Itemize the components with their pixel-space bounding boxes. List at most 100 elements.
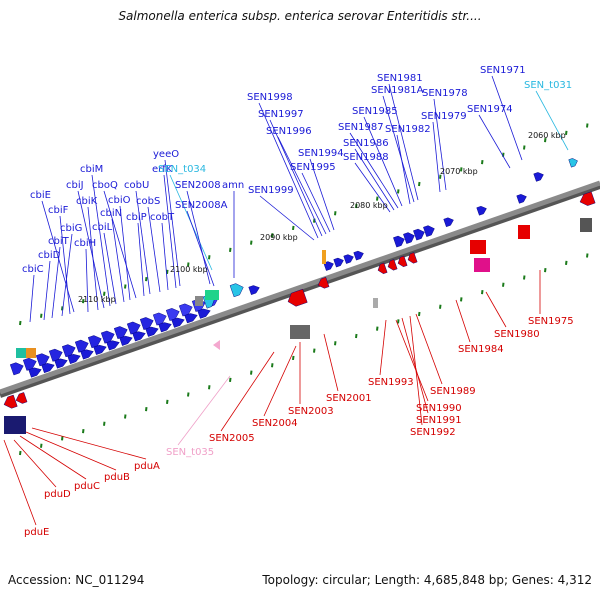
forward-gene-arrow bbox=[248, 285, 260, 295]
reverse-gene-arrow bbox=[377, 262, 388, 274]
forward-gene-arrow-shape bbox=[74, 339, 89, 353]
track-tick bbox=[19, 320, 22, 326]
forward-gene-arrow-shape bbox=[413, 228, 425, 241]
forward-gene-arrow bbox=[132, 331, 146, 342]
leader-line bbox=[433, 98, 447, 191]
track-tick bbox=[544, 268, 547, 273]
leader-line bbox=[301, 172, 331, 233]
forward-gene-arrow bbox=[74, 339, 89, 353]
forward-gene-arrow-shape bbox=[80, 349, 94, 360]
leader-line bbox=[119, 205, 131, 301]
forward-gene-arrow bbox=[343, 254, 354, 264]
gene-label: SEN1993 bbox=[368, 377, 414, 388]
leader-line bbox=[41, 200, 75, 313]
track-tick bbox=[313, 348, 316, 353]
forward-gene-arrow-shape bbox=[145, 326, 159, 337]
track-tick bbox=[208, 385, 211, 390]
forward-gene-arrow bbox=[516, 194, 527, 204]
gene-label: cbiF bbox=[48, 205, 69, 216]
track-tick bbox=[502, 282, 505, 287]
forward-gene-arrow-shape bbox=[343, 254, 354, 264]
reverse-gene-arrow bbox=[15, 392, 28, 404]
track-tick bbox=[460, 167, 463, 172]
reverse-gene-arrow-shape bbox=[397, 255, 408, 267]
track-tick bbox=[124, 284, 127, 289]
rna-gene bbox=[568, 158, 578, 168]
leader-line bbox=[415, 313, 443, 385]
gene-label: cobU bbox=[124, 180, 149, 191]
forward-gene-arrow-shape bbox=[61, 344, 76, 358]
forward-gene-arrow-shape bbox=[28, 367, 42, 378]
track-tick bbox=[145, 277, 148, 282]
gene-label: SEN2003 bbox=[288, 406, 334, 417]
forward-gene-arrow bbox=[119, 335, 133, 346]
gene-label: SEN1979 bbox=[421, 111, 467, 122]
forward-gene-arrow bbox=[41, 363, 55, 374]
gene-box bbox=[322, 250, 326, 264]
leader-line bbox=[455, 299, 471, 343]
forward-gene-arrow-shape bbox=[533, 172, 544, 182]
leader-line bbox=[186, 190, 211, 285]
reverse-gene-arrow bbox=[407, 252, 418, 264]
leader-line bbox=[258, 102, 319, 239]
leader-line bbox=[432, 121, 441, 193]
leader-line bbox=[263, 345, 297, 417]
leader-line bbox=[147, 206, 161, 293]
forward-gene-arrow-shape bbox=[171, 317, 185, 328]
reverse-gene-arrow-shape bbox=[407, 252, 418, 264]
track-tick bbox=[523, 145, 526, 150]
axis-tick-label: 2090 kbp bbox=[260, 233, 298, 242]
track-tick bbox=[418, 311, 421, 317]
leader-line bbox=[382, 95, 415, 203]
forward-gene-arrow bbox=[87, 335, 102, 349]
forward-gene-arrow bbox=[158, 322, 172, 333]
forward-gene-arrow bbox=[333, 257, 344, 268]
leader-line bbox=[85, 248, 89, 313]
track-tick bbox=[460, 297, 463, 302]
gene-label: SEN_t034 bbox=[158, 164, 206, 175]
track-tick bbox=[250, 240, 253, 245]
forward-gene-arrow bbox=[184, 313, 198, 324]
leader-line bbox=[259, 195, 315, 241]
leader-line bbox=[161, 222, 169, 291]
reverse-gene-arrow bbox=[287, 288, 308, 307]
gene-label: SEN1998 bbox=[247, 92, 293, 103]
gene-label: SEN1980 bbox=[494, 329, 540, 340]
forward-gene-arrow bbox=[106, 340, 120, 351]
forward-gene-arrow bbox=[145, 326, 159, 337]
axis-tick-label: 2070 kbp bbox=[440, 167, 478, 176]
leader-line bbox=[163, 174, 177, 289]
leader-line bbox=[135, 190, 151, 295]
forward-gene-arrow bbox=[22, 357, 37, 371]
track-tick bbox=[61, 436, 64, 441]
leader-line bbox=[13, 439, 57, 488]
rna-gene bbox=[229, 283, 244, 298]
reverse-gene-arrow bbox=[3, 394, 18, 409]
gene-box bbox=[26, 348, 36, 358]
gene-label: cbiP bbox=[126, 212, 147, 223]
forward-gene-arrow bbox=[197, 308, 211, 319]
leader-line bbox=[269, 119, 323, 237]
rna-gene-shape bbox=[568, 158, 578, 168]
leader-line bbox=[177, 375, 231, 446]
track-tick bbox=[334, 341, 337, 346]
reverse-gene-arrow-shape bbox=[3, 394, 18, 409]
gene-box bbox=[16, 348, 26, 358]
track-tick bbox=[145, 407, 148, 412]
forward-gene-arrow-shape bbox=[93, 344, 107, 355]
gene-label: SEN1978 bbox=[422, 88, 468, 99]
track-tick bbox=[586, 123, 589, 128]
rna-gene-shape bbox=[229, 283, 244, 298]
leader-line bbox=[137, 222, 145, 297]
forward-gene-arrow-shape bbox=[165, 308, 180, 321]
gene-label: cbiO bbox=[108, 195, 131, 206]
forward-gene-arrow bbox=[178, 303, 193, 317]
forward-gene-arrow-shape bbox=[152, 312, 167, 326]
axis-tick-label: 2100 kbp bbox=[170, 265, 208, 274]
gene-box bbox=[470, 240, 486, 254]
reverse-gene-arrow bbox=[397, 255, 408, 267]
track-tick bbox=[397, 319, 400, 324]
gene-label: SEN1992 bbox=[410, 427, 456, 438]
track-tick bbox=[103, 291, 106, 296]
